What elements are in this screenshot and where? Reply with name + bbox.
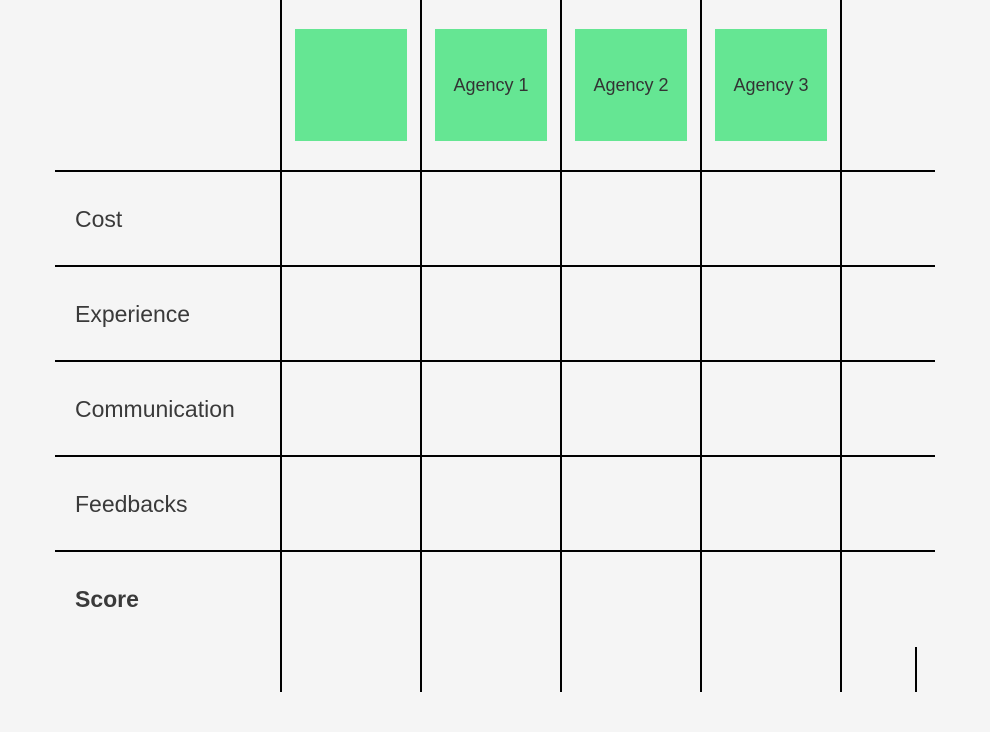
row-label: Score xyxy=(75,586,139,613)
row-label-cell: Cost xyxy=(55,172,280,267)
header-cell: Agency 2 xyxy=(560,0,700,170)
row-label-cell: Feedbacks xyxy=(55,457,280,552)
table-cell xyxy=(560,267,700,362)
agency-box: Agency 3 xyxy=(715,29,827,141)
table-cell xyxy=(420,267,560,362)
table-cell xyxy=(700,457,840,552)
header-cell: Agency 1 xyxy=(420,0,560,170)
agency-label: Agency 3 xyxy=(733,75,808,96)
table-cell-trailing xyxy=(840,267,915,362)
agency-box: Agency 2 xyxy=(575,29,687,141)
table-cell xyxy=(560,457,700,552)
table-cell xyxy=(700,362,840,457)
table-cell xyxy=(420,172,560,267)
table-cell-trailing xyxy=(840,552,915,647)
row-label-cell: Experience xyxy=(55,267,280,362)
agency-label: Agency 1 xyxy=(453,75,528,96)
gridline-vertical xyxy=(560,647,562,692)
table-cell xyxy=(700,552,840,647)
gridline-vertical xyxy=(840,647,842,692)
table-row-score: Score xyxy=(55,550,935,645)
table-header-row: Agency 1 Agency 2 Agency 3 xyxy=(55,0,935,170)
table-cell xyxy=(420,457,560,552)
table-cell-trailing xyxy=(840,172,915,267)
table-cell xyxy=(700,267,840,362)
table-row: Experience xyxy=(55,265,935,360)
table-cell xyxy=(280,362,420,457)
row-label: Feedbacks xyxy=(75,491,188,518)
table-cell xyxy=(280,267,420,362)
gridline-vertical xyxy=(280,647,282,692)
table-cell xyxy=(280,457,420,552)
table-cell xyxy=(420,552,560,647)
row-label-cell: Communication xyxy=(55,362,280,457)
header-cell-blank xyxy=(55,0,280,170)
agency-label: Agency 2 xyxy=(593,75,668,96)
gridline-vertical xyxy=(420,647,422,692)
table-row: Feedbacks xyxy=(55,455,935,550)
row-label: Cost xyxy=(75,206,122,233)
table-row: Communication xyxy=(55,360,935,455)
table-cell xyxy=(280,172,420,267)
agency-box xyxy=(295,29,407,141)
table-cell xyxy=(560,552,700,647)
row-label: Experience xyxy=(75,301,190,328)
header-cell-trailing xyxy=(840,0,915,170)
table-cell-trailing xyxy=(840,362,915,457)
table-cell xyxy=(560,172,700,267)
header-cell xyxy=(280,0,420,170)
table-cell xyxy=(420,362,560,457)
table-cell xyxy=(560,362,700,457)
agency-box: Agency 1 xyxy=(435,29,547,141)
header-cell: Agency 3 xyxy=(700,0,840,170)
gridline-vertical xyxy=(700,647,702,692)
row-label: Communication xyxy=(75,396,235,423)
gridline-vertical xyxy=(915,647,917,692)
table-cell xyxy=(700,172,840,267)
row-label-cell: Score xyxy=(55,552,280,647)
table-row: Cost xyxy=(55,170,935,265)
comparison-table: Agency 1 Agency 2 Agency 3 Cost Experien… xyxy=(55,0,935,645)
table-cell-trailing xyxy=(840,457,915,552)
table-cell xyxy=(280,552,420,647)
